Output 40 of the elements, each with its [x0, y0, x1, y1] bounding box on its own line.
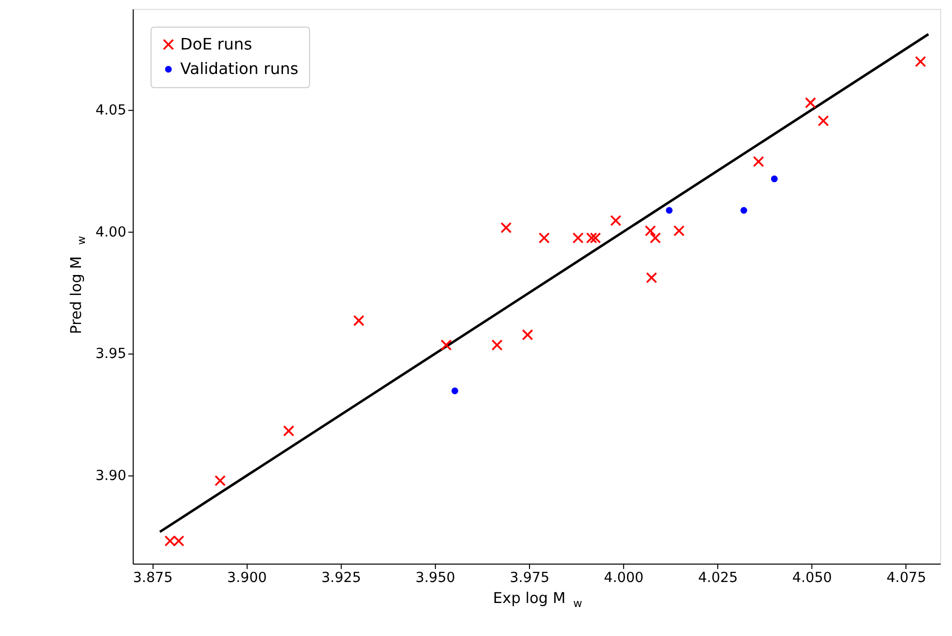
y-tick-label: 4.05: [95, 102, 126, 118]
point: [283, 425, 294, 436]
point: [673, 225, 685, 236]
x-tick-label: 4.075: [886, 570, 926, 586]
point: [740, 206, 748, 214]
x-tick-label: 3.975: [510, 570, 550, 586]
point: [522, 329, 534, 340]
point: [440, 339, 452, 351]
x-tick-label: 4.025: [698, 570, 738, 586]
y-axis-title: Pred log Mw: [67, 236, 88, 334]
x-tick-label: 3.900: [227, 570, 267, 586]
point: [650, 232, 661, 244]
x-tick-label: 3.875: [132, 570, 173, 586]
point: [914, 56, 926, 68]
point: [804, 97, 816, 108]
point: [353, 315, 364, 326]
y-tick-label: 3.90: [95, 468, 126, 484]
x-tick-label: 4.000: [604, 570, 644, 586]
point: [610, 215, 622, 226]
point: [770, 176, 778, 182]
point: [586, 232, 598, 244]
y-tick-label: 4.00: [95, 224, 126, 240]
legend-label: DoE runs: [180, 34, 252, 54]
point: [644, 225, 656, 236]
point: [538, 232, 550, 244]
point: [666, 206, 673, 214]
x-tick-label: 4.050: [792, 570, 832, 586]
legend-label: Validation runs: [180, 59, 298, 78]
point: [646, 272, 658, 284]
point: [818, 115, 829, 126]
point: [214, 475, 226, 486]
point: [451, 388, 458, 394]
point: [752, 156, 764, 168]
point: [491, 339, 503, 351]
point: [590, 232, 601, 244]
y-tick-label: 3.95: [95, 346, 126, 362]
x-tick-label: 3.925: [321, 570, 362, 586]
x-tick-label: 3.950: [416, 570, 456, 586]
point: [500, 222, 512, 234]
point: [572, 232, 584, 244]
